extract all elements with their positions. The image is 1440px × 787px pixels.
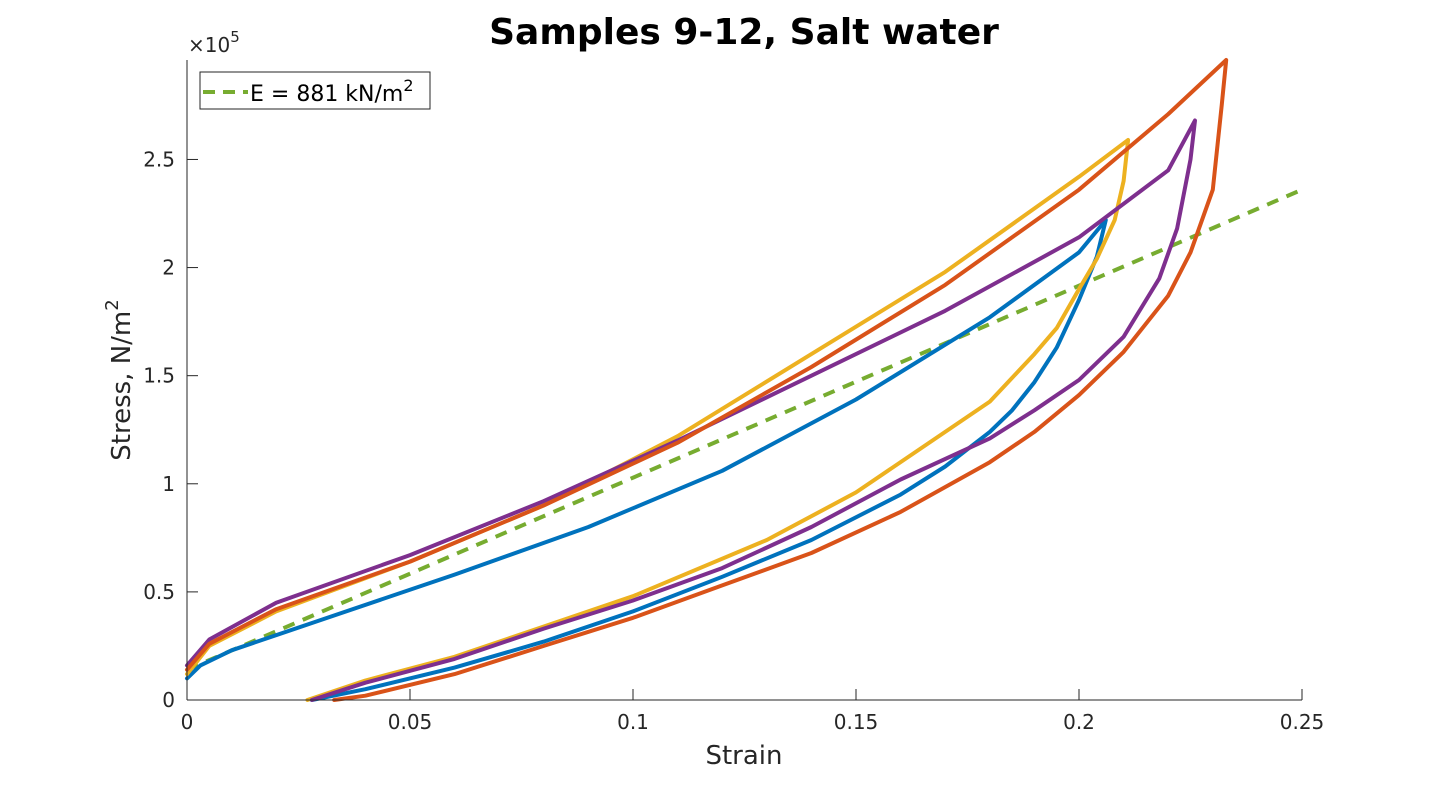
- y-ticks: 0 0.5 1 1.5 2 2.5: [143, 147, 198, 712]
- x-tick-label: 0.15: [834, 710, 879, 734]
- y-axis-exponent: ×105: [188, 28, 240, 57]
- y-axis-exponent-base: ×10: [188, 33, 230, 57]
- y-axis-label: Stress, N/m2: [102, 299, 137, 460]
- x-ticks: 0 0.05 0.1 0.15 0.2 0.25: [181, 689, 1325, 734]
- series-fit-line: [186, 187, 1303, 672]
- legend: E = 881 kN/m2: [199, 71, 431, 110]
- series-blue-line: [185, 218, 1108, 702]
- x-axis-label: Strain: [705, 741, 782, 771]
- y-tick-label: 0.5: [143, 580, 175, 604]
- y-tick-label: 0: [162, 688, 175, 712]
- legend-label-main: E = 881 kN/m: [250, 82, 403, 107]
- x-tick-label: 0.25: [1280, 710, 1325, 734]
- series-purple-line: [185, 118, 1197, 702]
- series-layer: [185, 58, 1303, 702]
- series-orange-line: [185, 58, 1229, 702]
- y-axis-label-main: Stress, N/m: [107, 311, 137, 461]
- x-tick-label: 0.05: [388, 710, 433, 734]
- y-tick-label: 2: [162, 256, 175, 280]
- legend-box: [199, 71, 431, 110]
- x-tick-label: 0.2: [1063, 710, 1095, 734]
- y-axis-exponent-power: 5: [230, 28, 240, 46]
- legend-label-superscript: 2: [403, 76, 413, 95]
- y-tick-label: 1.5: [143, 364, 175, 388]
- chart-title: Samples 9-12, Salt water: [489, 12, 999, 53]
- legend-label: E = 881 kN/m2: [250, 76, 414, 107]
- x-tick-label: 0.1: [617, 710, 649, 734]
- y-axis-label-superscript: 2: [102, 299, 123, 310]
- y-tick-label: 2.5: [143, 147, 175, 171]
- y-tick-label: 1: [162, 472, 175, 496]
- x-tick-label: 0: [181, 710, 194, 734]
